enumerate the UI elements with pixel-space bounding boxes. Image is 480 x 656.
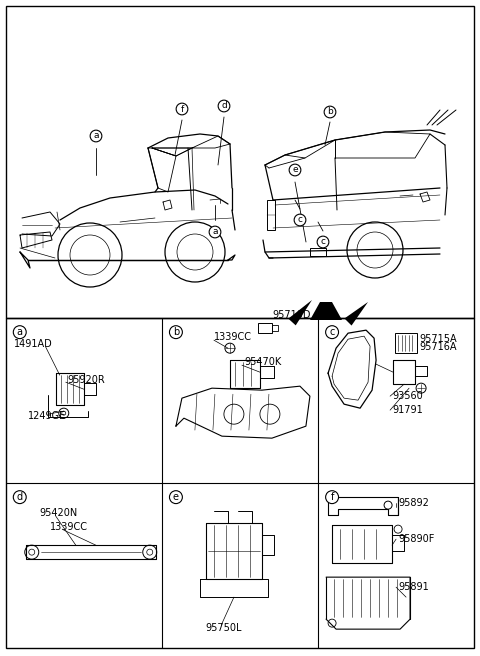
Text: 95716A: 95716A bbox=[419, 342, 456, 352]
Text: a: a bbox=[93, 131, 99, 140]
Bar bbox=[272, 325, 278, 331]
Text: f: f bbox=[330, 492, 334, 502]
Text: 95891: 95891 bbox=[398, 582, 429, 592]
Polygon shape bbox=[288, 300, 312, 325]
Text: d: d bbox=[17, 492, 23, 502]
Polygon shape bbox=[345, 302, 368, 325]
Text: 95920R: 95920R bbox=[68, 375, 106, 385]
Text: 95890F: 95890F bbox=[398, 534, 434, 544]
Text: 1339CC: 1339CC bbox=[50, 522, 88, 532]
Text: c: c bbox=[321, 237, 325, 247]
Text: 95892: 95892 bbox=[398, 498, 429, 508]
Text: c: c bbox=[329, 327, 335, 337]
Bar bbox=[258, 323, 272, 333]
Text: e: e bbox=[292, 165, 298, 174]
Text: d: d bbox=[221, 102, 227, 110]
Polygon shape bbox=[310, 302, 342, 320]
Text: a: a bbox=[17, 327, 23, 337]
Text: b: b bbox=[327, 108, 333, 117]
Text: 1339CC: 1339CC bbox=[214, 332, 252, 342]
Text: 95470K: 95470K bbox=[244, 357, 281, 367]
Bar bbox=[6, 318, 474, 648]
Text: 93560: 93560 bbox=[392, 391, 423, 401]
Text: a: a bbox=[212, 228, 218, 237]
Text: 95750L: 95750L bbox=[205, 623, 242, 633]
Text: e: e bbox=[173, 492, 179, 502]
Text: 91791: 91791 bbox=[392, 405, 423, 415]
Bar bbox=[6, 6, 474, 318]
Text: c: c bbox=[298, 216, 302, 224]
Bar bbox=[395, 333, 417, 353]
Text: 1491AD: 1491AD bbox=[14, 339, 52, 349]
Text: 95710D: 95710D bbox=[272, 310, 311, 320]
Text: 1249GE: 1249GE bbox=[28, 411, 66, 421]
Bar bbox=[267, 200, 275, 230]
Text: b: b bbox=[173, 327, 179, 337]
Text: f: f bbox=[180, 104, 184, 113]
Text: 95715A: 95715A bbox=[419, 334, 456, 344]
Bar bbox=[310, 248, 326, 256]
Text: 95420N: 95420N bbox=[40, 508, 78, 518]
